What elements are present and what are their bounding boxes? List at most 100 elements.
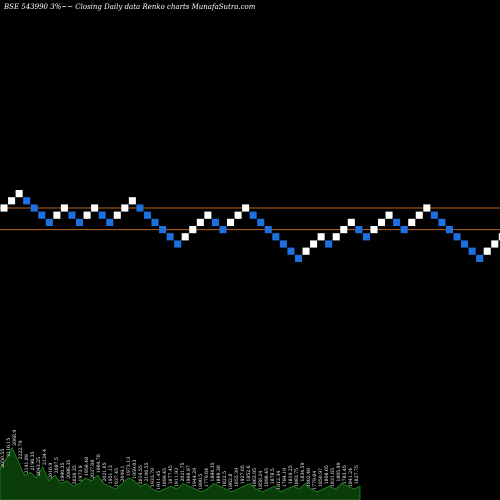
renko-brick-down — [445, 226, 453, 234]
volume-label: 2134.4 — [42, 449, 48, 465]
volume-label: 1880.5 — [198, 474, 204, 490]
volume-label: 1973.13 — [126, 457, 132, 476]
renko-brick-down — [136, 204, 144, 212]
chart-title: BSE 543990 3%~~ Closing Daily data Renko… — [3, 3, 256, 11]
renko-brick-down — [438, 218, 446, 226]
volume-label: 2086.35 — [66, 460, 72, 479]
volume-label: 1779.64 — [312, 471, 318, 490]
volume-label: 1990.35 — [60, 462, 66, 481]
volume-label: 1878.5 — [270, 468, 276, 484]
volume-label: 1808.05 — [324, 465, 330, 484]
renko-brick-up — [385, 211, 393, 219]
renko-brick-down — [166, 233, 174, 241]
volume-label: 1850.97 — [318, 468, 324, 487]
renko-brick-up — [491, 240, 499, 248]
volume-label: 1883.75 — [294, 468, 300, 487]
renko-brick-up — [189, 226, 197, 234]
volume-label: 1964.78 — [96, 454, 102, 473]
renko-brick-up — [242, 204, 250, 212]
volume-area — [0, 446, 361, 500]
volume-label: 2037.08 — [90, 460, 96, 479]
renko-brick-up — [128, 197, 136, 205]
volume-label: 2087.5 — [54, 457, 60, 473]
volume-label: 1862.8 — [228, 474, 234, 490]
volume-label: 1858.24 — [258, 471, 264, 490]
volume-label: 1911.93 — [174, 468, 180, 487]
volume-label: 1827.75 — [354, 465, 360, 484]
renko-brick-up — [423, 204, 431, 212]
volume-label: 1933.78 — [150, 468, 156, 487]
renko-brick-up — [340, 226, 348, 234]
renko-brick-down — [430, 211, 438, 219]
volume-label: 1973.9 — [78, 465, 84, 481]
volume-label: 2026.35 — [72, 465, 78, 484]
renko-brick-up — [113, 211, 121, 219]
renko-brick-down — [287, 247, 295, 255]
volume-label: 1841.24 — [348, 468, 354, 487]
renko-brick-down — [393, 218, 401, 226]
renko-brick-up — [181, 233, 189, 241]
renko-brick-up — [317, 233, 325, 241]
renko-brick-down — [68, 211, 76, 219]
renko-brick-up — [8, 197, 16, 205]
renko-brick-up — [121, 204, 129, 212]
renko-brick-down — [362, 233, 370, 241]
renko-brick-down — [264, 226, 272, 234]
renko-brick-up — [53, 211, 61, 219]
renko-brick-up — [408, 218, 416, 226]
volume-label: 1783.45 — [342, 465, 348, 484]
renko-brick-up — [196, 218, 204, 226]
renko-brick-down — [400, 226, 408, 234]
volume-label: 1959.03 — [132, 460, 138, 479]
volume-label: 1863.95 — [252, 468, 258, 487]
renko-brick-up — [483, 247, 491, 255]
volume-label: 1822.5 — [222, 471, 228, 487]
renko-brick-up — [227, 218, 235, 226]
volume-label: 1937.45 — [114, 468, 120, 487]
volume-label: 1819.25 — [288, 465, 294, 484]
volume-label: 2222.79 — [18, 440, 24, 459]
volume-panel — [0, 446, 361, 500]
reference-lines — [0, 207, 500, 231]
renko-brick-down — [98, 211, 106, 219]
volume-label: 1869.38 — [216, 465, 222, 484]
renko-brick-up — [0, 204, 8, 212]
renko-brick-down — [106, 218, 114, 226]
volume-label: 1877.45 — [168, 465, 174, 484]
renko-brick-down — [461, 240, 469, 248]
renko-brick-up — [60, 204, 68, 212]
renko-brick-down — [476, 254, 484, 262]
renko-brick-up — [310, 240, 318, 248]
renko-brick-down — [279, 240, 287, 248]
volume-label: 2043.25 — [36, 457, 42, 476]
volume-label: 1805.99 — [336, 462, 342, 481]
volume-label: 1852.6 — [246, 465, 252, 481]
renko-brick-down — [325, 240, 333, 248]
volume-label: 1944.29 — [192, 468, 198, 487]
renko-brick-down — [257, 218, 265, 226]
volume-label: 1834.59 — [300, 462, 306, 481]
renko-brick-down — [453, 233, 461, 241]
renko-brick-up — [234, 211, 242, 219]
renko-brick-up — [91, 204, 99, 212]
volume-label: 2049.1 — [120, 465, 126, 481]
volume-label: 1784.19 — [282, 468, 288, 487]
volume-label: 1812.34 — [276, 471, 282, 490]
volume-label: 1831.65 — [330, 468, 336, 487]
renko-brick-down — [45, 218, 53, 226]
renko-brick-down — [294, 254, 302, 262]
renko-brick-down — [174, 240, 182, 248]
renko-brick-down — [143, 211, 151, 219]
renko-brick-down — [272, 233, 280, 241]
volume-label: 1779.64 — [204, 468, 210, 487]
renko-brick-down — [23, 197, 31, 205]
renko-brick-up — [83, 211, 91, 219]
renko-brick-down — [468, 247, 476, 255]
volume-label: 1898.45 — [264, 468, 270, 487]
renko-bricks — [0, 190, 500, 262]
renko-brick-down — [211, 218, 219, 226]
renko-brick-down — [159, 226, 167, 234]
volume-label: 2106.55 — [144, 462, 150, 481]
